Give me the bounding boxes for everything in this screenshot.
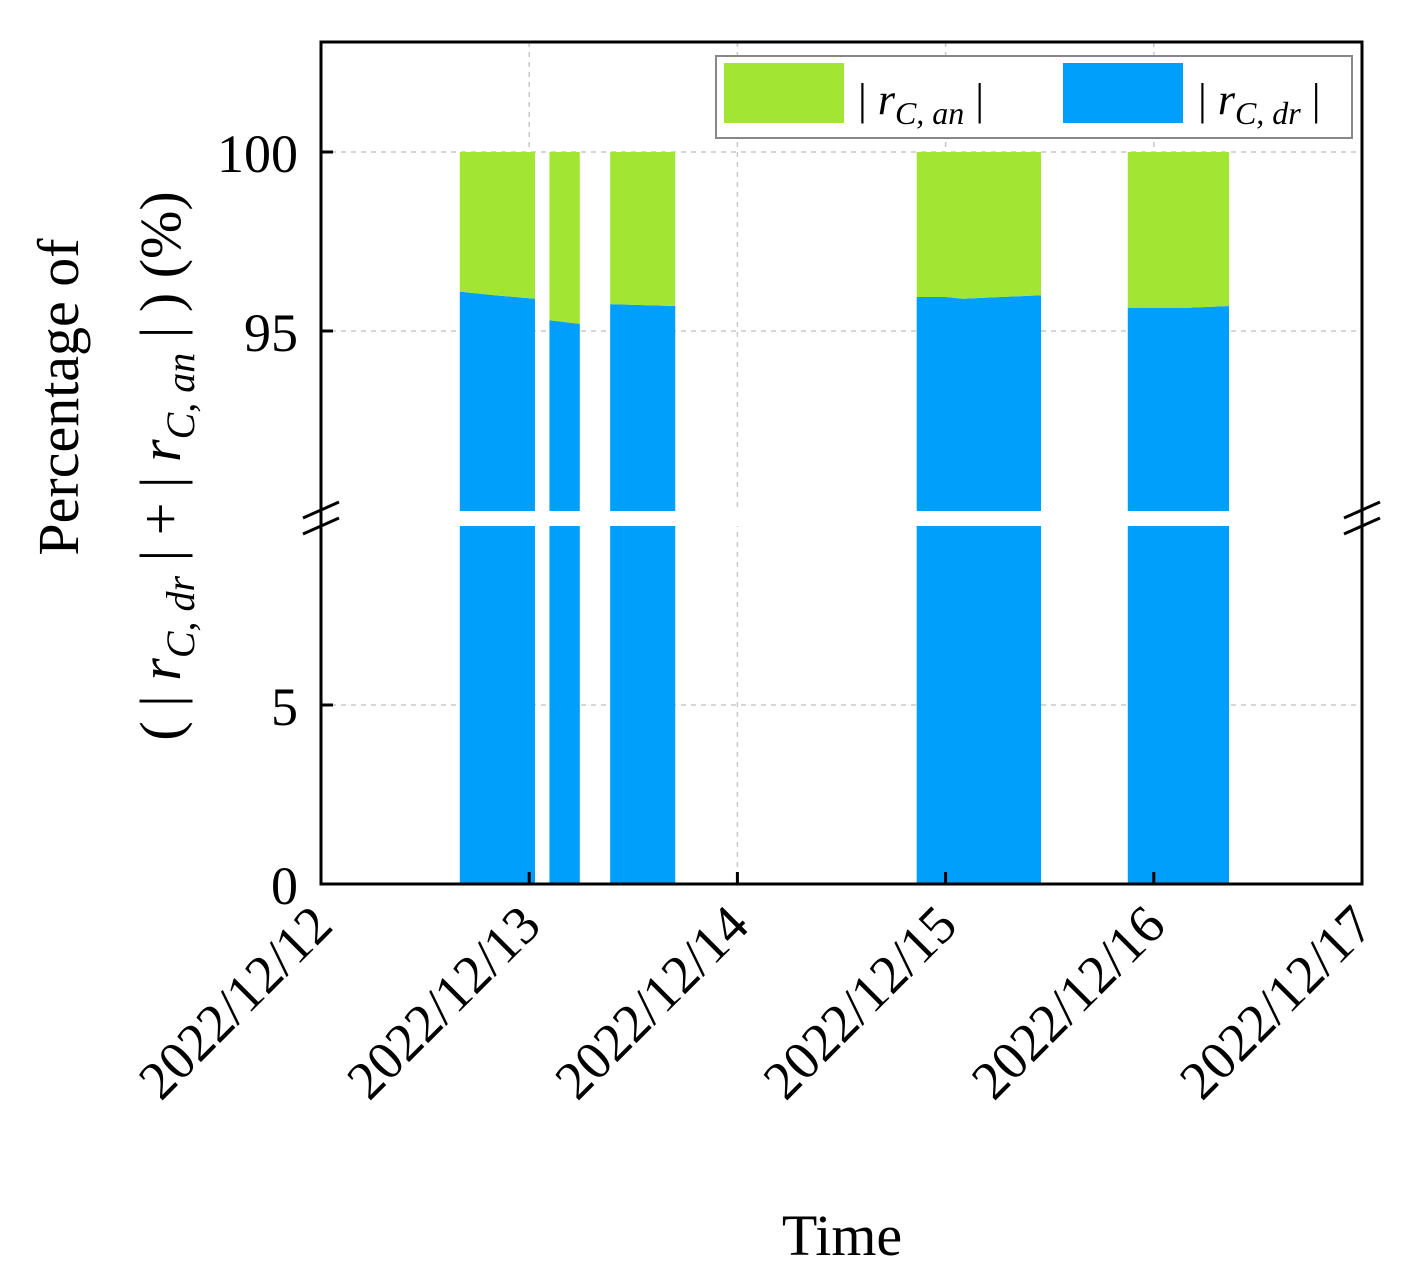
axis-break-gap: [323, 511, 1360, 526]
legend-label-an: | rC, an |: [858, 75, 984, 131]
area-dr-upper-4: [916, 295, 1042, 511]
bar-dr-lower-1: [459, 526, 535, 884]
x-tick-label: 2022/12/16: [960, 894, 1176, 1110]
area-dr-upper-2: [549, 320, 580, 511]
y-tick-label: 95: [244, 303, 298, 363]
x-tick-label: 2022/12/17: [1168, 894, 1384, 1110]
area-dr-upper-3: [610, 304, 676, 511]
break-mark: [1343, 500, 1381, 520]
legend-label-dr: | rC, dr |: [1198, 75, 1321, 131]
bar-dr-lower-2: [549, 526, 580, 884]
area-an-upper-3: [610, 152, 676, 306]
y-axis-title: Percentage of ( | rC, dr | + | rC, an | )…: [26, 191, 203, 740]
bar-dr-lower-4: [916, 526, 1042, 884]
legend-swatch-dr: [1063, 63, 1183, 123]
area-an-upper-1: [459, 152, 535, 299]
y-tick-label: 5: [271, 677, 298, 737]
axis-break-marks: [302, 500, 1381, 536]
y-tick-label: 100: [217, 124, 298, 184]
break-mark: [1343, 516, 1381, 536]
area-dr-upper-5: [1127, 305, 1229, 511]
area-an-upper-4: [916, 152, 1042, 299]
bar-dr-lower-3: [610, 526, 676, 884]
y-axis-title-line1: Percentage of: [26, 238, 91, 556]
x-tick-label: 2022/12/14: [543, 894, 759, 1110]
x-tick-label: 2022/12/13: [335, 894, 551, 1110]
area-an-upper-2: [549, 152, 580, 324]
bar-dr-lower-5: [1127, 526, 1229, 884]
x-axis-title: Time: [782, 1203, 902, 1268]
plot-frame: [319, 40, 1364, 886]
break-band: [323, 511, 1360, 526]
area-an-upper-5: [1127, 152, 1229, 308]
y-tick-label: 0: [271, 856, 298, 916]
bars-layer: [459, 152, 1229, 884]
legend: | rC, an | | rC, dr |: [715, 55, 1353, 139]
x-tick-label: 2022/12/12: [127, 894, 343, 1110]
legend-swatch-an: [724, 63, 844, 123]
x-tick-label: 2022/12/15: [752, 894, 968, 1110]
area-dr-upper-1: [459, 291, 535, 511]
break-mark: [302, 516, 340, 536]
y-axis-title-line2: ( | rC, dr | + | rC, an | ) (%): [128, 191, 203, 740]
break-mark: [302, 500, 340, 520]
